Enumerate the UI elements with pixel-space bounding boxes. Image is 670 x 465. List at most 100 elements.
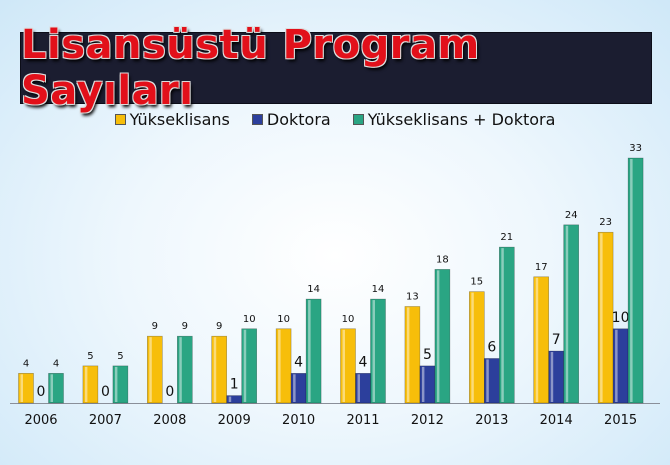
data-label: 0 (165, 384, 174, 400)
bar-highlight (421, 366, 425, 402)
data-label: 4 (23, 358, 29, 369)
bar-highlight (630, 159, 633, 402)
bar-highlight (293, 374, 296, 402)
data-label: 9 (216, 321, 222, 332)
data-label: 5 (87, 351, 93, 362)
legend-label: Yükseklisans + Doktora (367, 110, 556, 129)
data-label: 14 (307, 284, 320, 295)
bar-highlight (20, 374, 23, 402)
bar-highlight (486, 359, 489, 402)
data-label: 7 (552, 332, 561, 348)
x-tick-label: 2013 (475, 413, 508, 428)
chart-title: Lisansüstü Program Sayıları (21, 22, 480, 114)
bar-highlight (243, 329, 247, 402)
bar-highlight (372, 300, 375, 402)
legend-label: Yükseklisans (129, 110, 230, 129)
bar-highlight (406, 307, 410, 402)
bar-y-kseklisans-2012 (404, 306, 421, 404)
bar-highlight (179, 337, 182, 402)
bar-highlight (535, 277, 539, 402)
bar-y-kseklisans-2011 (340, 328, 356, 404)
bar-y-kseklisans-doktora-2013 (498, 246, 515, 404)
data-label: 1 (230, 377, 239, 393)
data-label: 4 (294, 354, 303, 370)
data-label: 9 (152, 321, 158, 332)
legend-item-yukseklisans: Yükseklisans (114, 110, 230, 129)
bar-highlight (501, 248, 504, 402)
bar-highlight (213, 337, 217, 402)
bar-highlight (342, 329, 345, 402)
x-tick-label: 2009 (218, 413, 251, 428)
data-label: 18 (436, 254, 449, 265)
legend: Yükseklisans Doktora Yükseklisans + Dokt… (0, 110, 670, 129)
bar-y-kseklisans-2008 (147, 335, 163, 404)
legend-item-doktora: Doktora (251, 110, 331, 129)
data-label: 33 (629, 143, 642, 154)
bar-highlight (615, 329, 618, 402)
data-label: 10 (277, 314, 290, 325)
data-label: 14 (372, 284, 385, 295)
bar-highlight (565, 225, 569, 402)
data-label: 4 (53, 358, 59, 369)
x-tick-label: 2006 (24, 413, 57, 428)
bar-highlight (357, 374, 360, 402)
data-label: 0 (37, 384, 46, 400)
data-label: 10 (243, 314, 256, 325)
legend-swatch (352, 114, 364, 125)
data-label: 10 (342, 314, 355, 325)
bar-y-kseklisans-doktora-2009 (241, 328, 257, 404)
bar-highlight (308, 300, 311, 402)
x-tick-label: 2012 (411, 413, 444, 428)
bar-highlight (228, 396, 232, 402)
data-label: 13 (406, 291, 419, 302)
bar-y-kseklisans-2007 (82, 365, 99, 404)
legend-swatch (114, 114, 126, 125)
x-tick-label: 2011 (346, 413, 379, 428)
bar-y-kseklisans-doktora-2014 (563, 224, 580, 404)
bar-y-kseklisans-doktora-2010 (305, 298, 322, 404)
bar-highlight (471, 292, 474, 402)
bar-y-kseklisans-doktora-2012 (434, 269, 451, 404)
x-tick-label: 2007 (89, 413, 122, 428)
legend-item-toplam: Yükseklisans + Doktora (352, 110, 556, 129)
data-label: 10 (612, 310, 630, 326)
data-label: 5 (117, 351, 123, 362)
data-label: 0 (101, 384, 110, 400)
bar-highlight (114, 366, 118, 402)
data-label: 21 (500, 232, 513, 243)
bar-y-kseklisans-doktora-2006 (48, 373, 64, 404)
data-label: 17 (535, 262, 548, 273)
x-tick-label: 2010 (282, 413, 315, 428)
data-label: 15 (470, 277, 483, 288)
bar-highlight (84, 366, 88, 402)
data-label: 5 (423, 347, 432, 363)
legend-swatch (251, 114, 263, 125)
bar-y-kseklisans-doktora-2007 (112, 365, 129, 404)
bar-highlight (149, 337, 152, 402)
x-tick-label: 2014 (540, 413, 573, 428)
bar-highlight (50, 374, 53, 402)
bar-highlight (278, 329, 281, 402)
bar-y-kseklisans-2013 (468, 291, 485, 404)
data-label: 4 (359, 354, 368, 370)
data-label: 24 (565, 210, 578, 221)
bar-highlight (550, 352, 554, 402)
x-tick-label: 2008 (153, 413, 186, 428)
bar-y-kseklisans-2015 (597, 231, 614, 404)
bar-highlight (600, 233, 603, 402)
bar-y-kseklisans-2009 (211, 335, 227, 404)
bar-y-kseklisans-doktora-2011 (370, 298, 386, 404)
bar-y-kseklisans-doktora-2015 (627, 157, 644, 404)
x-tick-label: 2015 (604, 413, 637, 428)
legend-label: Doktora (266, 110, 331, 129)
bar-y-kseklisans-2010 (275, 328, 292, 404)
bar-highlight (436, 270, 440, 402)
data-label: 23 (599, 217, 612, 228)
data-label: 9 (182, 321, 188, 332)
bar-y-kseklisans-2014 (533, 276, 550, 404)
bar-y-kseklisans-doktora-2008 (177, 335, 193, 404)
title-banner: Lisansüstü Program Sayıları (20, 22, 652, 114)
bar-y-kseklisans-2006 (18, 373, 34, 404)
data-label: 6 (487, 339, 496, 355)
